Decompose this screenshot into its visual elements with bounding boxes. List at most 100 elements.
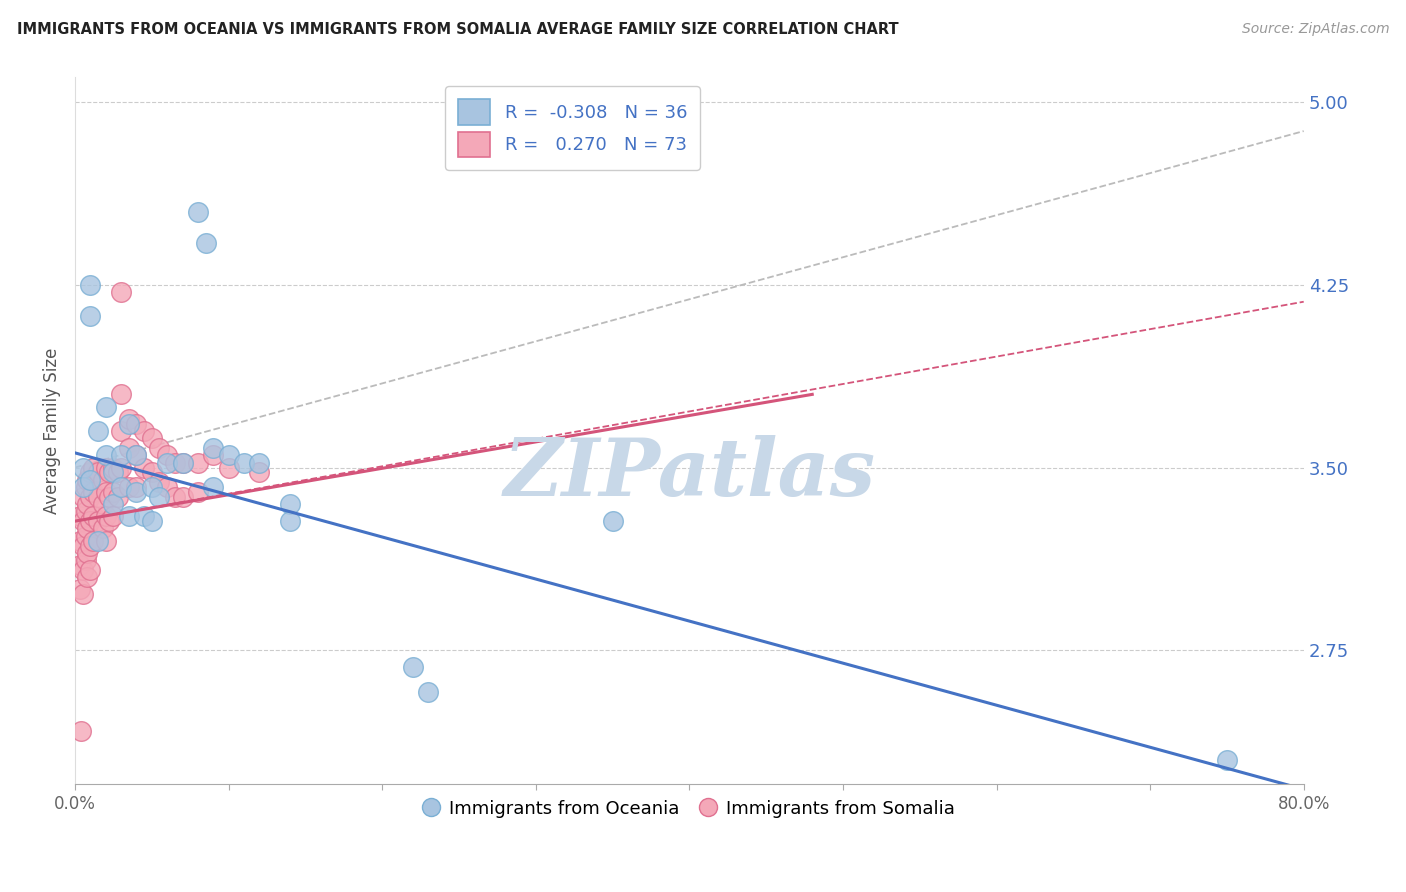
Point xyxy=(218,448,240,462)
Point xyxy=(141,480,163,494)
Point xyxy=(94,400,117,414)
Point xyxy=(94,448,117,462)
Point xyxy=(134,424,156,438)
Point xyxy=(172,456,194,470)
Point xyxy=(148,475,170,490)
Point xyxy=(218,460,240,475)
Point xyxy=(156,448,179,462)
Y-axis label: Average Family Size: Average Family Size xyxy=(44,348,60,514)
Point xyxy=(103,497,125,511)
Point xyxy=(82,509,104,524)
Point xyxy=(87,533,110,548)
Text: ZIPatlas: ZIPatlas xyxy=(503,434,876,512)
Point xyxy=(125,448,148,462)
Point xyxy=(94,509,117,524)
Point xyxy=(418,685,440,699)
Point xyxy=(79,466,101,480)
Point xyxy=(110,285,132,299)
Legend: Immigrants from Oceania, Immigrants from Somalia: Immigrants from Oceania, Immigrants from… xyxy=(416,792,962,825)
Point xyxy=(103,509,125,524)
Point xyxy=(148,441,170,455)
Point xyxy=(75,529,97,543)
Point xyxy=(172,456,194,470)
Point xyxy=(75,504,97,518)
Point xyxy=(76,473,98,487)
Point xyxy=(134,509,156,524)
Point xyxy=(110,387,132,401)
Point xyxy=(125,480,148,494)
Point xyxy=(172,490,194,504)
Point xyxy=(79,277,101,292)
Point xyxy=(118,417,141,431)
Point xyxy=(141,514,163,528)
Point xyxy=(82,533,104,548)
Point xyxy=(75,480,97,494)
Point xyxy=(202,448,225,462)
Point xyxy=(69,509,91,524)
Point xyxy=(69,582,91,597)
Point xyxy=(87,466,110,480)
Point xyxy=(97,490,120,504)
Point xyxy=(87,424,110,438)
Point xyxy=(79,490,101,504)
Point xyxy=(97,466,120,480)
Point xyxy=(72,460,94,475)
Point xyxy=(79,310,101,324)
Point xyxy=(110,460,132,475)
Point xyxy=(76,546,98,560)
Point xyxy=(76,497,98,511)
Point xyxy=(82,484,104,499)
Point xyxy=(79,514,101,528)
Point xyxy=(118,480,141,494)
Point xyxy=(72,563,94,577)
Point xyxy=(91,473,114,487)
Point xyxy=(110,480,132,494)
Point xyxy=(69,533,91,548)
Point xyxy=(76,521,98,535)
Point xyxy=(91,497,114,511)
Point xyxy=(141,431,163,445)
Point xyxy=(82,460,104,475)
Point xyxy=(194,236,217,251)
Point xyxy=(107,466,129,480)
Point xyxy=(163,490,186,504)
Point xyxy=(187,456,209,470)
Point xyxy=(72,587,94,601)
Point xyxy=(110,424,132,438)
Point xyxy=(107,490,129,504)
Point xyxy=(91,521,114,535)
Point xyxy=(72,514,94,528)
Point xyxy=(110,448,132,462)
Point xyxy=(202,480,225,494)
Point xyxy=(187,484,209,499)
Point xyxy=(187,204,209,219)
Point xyxy=(278,514,301,528)
Point xyxy=(94,484,117,499)
Point xyxy=(118,411,141,425)
Point xyxy=(278,497,301,511)
Point xyxy=(97,514,120,528)
Text: IMMIGRANTS FROM OCEANIA VS IMMIGRANTS FROM SOMALIA AVERAGE FAMILY SIZE CORRELATI: IMMIGRANTS FROM OCEANIA VS IMMIGRANTS FR… xyxy=(17,22,898,37)
Point xyxy=(103,466,125,480)
Point xyxy=(79,563,101,577)
Point xyxy=(125,484,148,499)
Point xyxy=(134,460,156,475)
Point xyxy=(1216,753,1239,767)
Point xyxy=(72,490,94,504)
Point xyxy=(75,553,97,567)
Point xyxy=(602,514,624,528)
Text: Source: ZipAtlas.com: Source: ZipAtlas.com xyxy=(1241,22,1389,37)
Point xyxy=(87,514,110,528)
Point xyxy=(103,460,125,475)
Point xyxy=(94,460,117,475)
Point xyxy=(233,456,256,470)
Point xyxy=(402,660,425,674)
Point xyxy=(156,480,179,494)
Point xyxy=(94,533,117,548)
Point xyxy=(156,456,179,470)
Point xyxy=(87,490,110,504)
Point xyxy=(202,441,225,455)
Point xyxy=(72,480,94,494)
Point xyxy=(118,509,141,524)
Point xyxy=(103,484,125,499)
